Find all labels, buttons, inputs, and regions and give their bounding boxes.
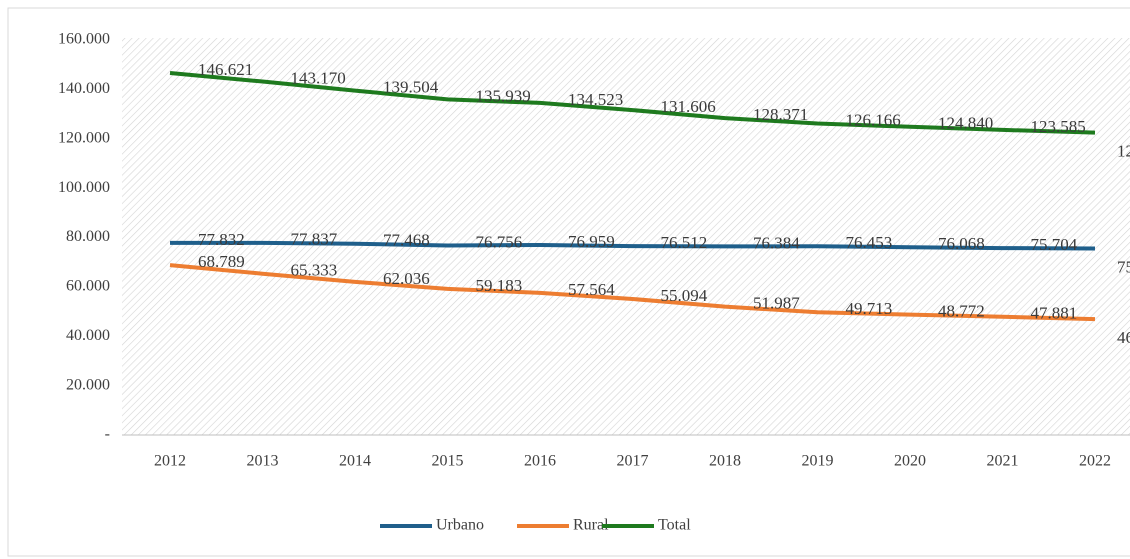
y-tick-label: 60.000 [66, 278, 110, 295]
data-label: 76.068 [938, 234, 985, 253]
data-label: 122.469 [1117, 142, 1130, 161]
y-tick-label: 100.000 [58, 179, 110, 196]
data-label: 131.606 [661, 97, 716, 116]
data-label: 143.170 [291, 68, 346, 87]
x-tick-label: 2015 [432, 453, 464, 470]
data-label: 146.621 [198, 60, 253, 79]
x-tick-label: 2021 [987, 453, 1019, 470]
data-label: 77.837 [291, 230, 338, 249]
data-label: 135.939 [476, 86, 531, 105]
y-tick-label: 20.000 [66, 376, 110, 393]
data-label: 126.166 [846, 110, 901, 129]
data-label: 51.987 [753, 294, 800, 313]
data-label: 77.832 [198, 230, 245, 249]
data-label: 75.704 [1031, 235, 1078, 254]
data-label: 124.840 [938, 114, 993, 133]
y-tick-label: 120.000 [58, 129, 110, 146]
x-tick-label: 2020 [894, 453, 926, 470]
data-label: 76.384 [753, 233, 800, 252]
y-tick-label: 160.000 [58, 31, 110, 48]
data-label: 128.371 [753, 105, 808, 124]
data-label: 75.556 [1117, 257, 1130, 276]
plot-area [122, 38, 1130, 435]
y-tick-label: - [105, 426, 110, 443]
x-tick-label: 2012 [154, 453, 186, 470]
x-tick-label: 2017 [617, 453, 649, 470]
data-label: 76.512 [661, 233, 708, 252]
data-label: 55.094 [661, 286, 708, 305]
data-label: 65.333 [291, 261, 338, 280]
x-tick-label: 2019 [802, 453, 834, 470]
data-label: 76.453 [846, 233, 893, 252]
x-tick-label: 2018 [709, 453, 741, 470]
data-label: 59.183 [476, 276, 523, 295]
data-label: 134.523 [568, 90, 623, 109]
legend-label: Total [658, 517, 691, 534]
data-label: 77.468 [383, 231, 430, 250]
data-label: 62.036 [383, 269, 430, 288]
data-label: 46.913 [1117, 328, 1130, 347]
y-tick-label: 40.000 [66, 327, 110, 344]
data-label: 47.881 [1031, 304, 1078, 323]
data-label: 68.789 [198, 252, 245, 271]
data-label: 76.756 [476, 232, 523, 251]
data-label: 48.772 [938, 302, 985, 321]
data-label: 123.585 [1031, 117, 1086, 136]
data-label: 49.713 [846, 299, 893, 318]
data-label: 76.959 [568, 232, 615, 251]
x-tick-label: 2016 [524, 453, 556, 470]
series-line [169, 71, 1096, 135]
y-tick-label: 80.000 [66, 228, 110, 245]
x-tick-label: 2014 [339, 453, 371, 470]
series-line [169, 240, 1096, 251]
legend-label: Urbano [436, 517, 484, 534]
series-line [169, 263, 1096, 322]
x-tick-label: 2022 [1079, 453, 1111, 470]
y-tick-label: 140.000 [58, 80, 110, 97]
x-tick-label: 2013 [247, 453, 279, 470]
data-label: 139.504 [383, 78, 439, 97]
data-label: 57.564 [568, 280, 615, 299]
legend-label: Rural [573, 517, 609, 534]
